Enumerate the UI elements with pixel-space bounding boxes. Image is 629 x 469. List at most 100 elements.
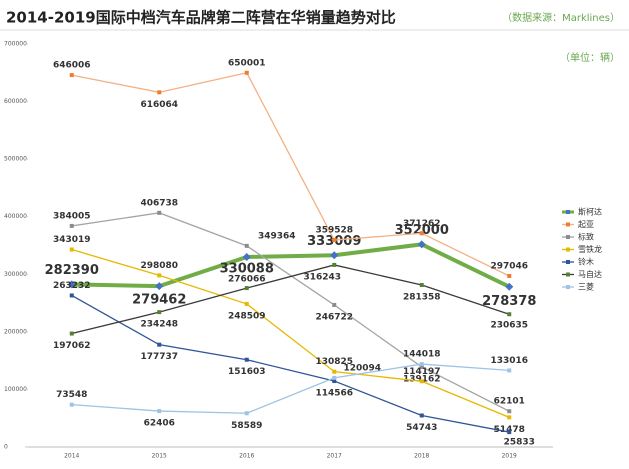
data-label: 349364	[258, 231, 296, 241]
data-label: 25833	[504, 438, 535, 448]
legend-label: 铃木	[578, 257, 594, 267]
data-label: 234248	[140, 320, 178, 330]
data-label: 151603	[228, 367, 266, 377]
data-label: 650001	[228, 58, 266, 68]
data-label: 144018	[403, 350, 441, 360]
chart-title: 2014-2019国际中档汽车品牌第二阵营在华销量趋势对比	[6, 9, 396, 27]
data-label: 384005	[53, 211, 91, 221]
marker	[155, 282, 164, 291]
marker	[419, 362, 424, 367]
series-line	[71, 264, 510, 335]
marker	[507, 430, 512, 435]
y-tick-label: 300000	[4, 271, 27, 278]
series-line	[71, 212, 510, 412]
marker	[157, 409, 162, 414]
data-label: 279462	[132, 293, 186, 308]
legend-marker	[566, 210, 570, 214]
data-label: 297046	[490, 261, 528, 271]
data-label: 58589	[231, 421, 262, 431]
data-label: 298080	[140, 261, 178, 271]
data-label: 114197	[403, 367, 441, 377]
marker	[157, 342, 162, 347]
data-label: 281358	[403, 293, 441, 303]
marker	[157, 210, 162, 215]
y-tick-label: 400000	[4, 213, 27, 220]
marker	[332, 262, 337, 267]
marker	[332, 302, 337, 307]
legend-label: 斯柯达	[578, 207, 602, 217]
data-label: 133016	[490, 356, 528, 366]
marker	[332, 379, 337, 384]
data-label: 359528	[315, 226, 353, 236]
marker	[419, 379, 424, 384]
data-label: 120094	[343, 363, 381, 373]
legend-label: 起亚	[578, 220, 594, 229]
data-label: 62406	[144, 419, 175, 429]
data-label: 282390	[45, 263, 99, 278]
y-tick-label: 100000	[4, 386, 27, 393]
marker	[69, 247, 74, 252]
x-tick-label: 2015	[152, 453, 167, 460]
series-line	[71, 363, 510, 414]
data-label: 263232	[53, 281, 91, 291]
marker	[244, 70, 249, 75]
legend-marker	[566, 272, 570, 277]
marker	[419, 231, 424, 236]
legend-marker	[566, 222, 570, 227]
y-tick-label: 600000	[4, 98, 27, 105]
data-label: 197062	[53, 341, 91, 351]
marker	[69, 402, 74, 407]
y-tick-label: 0	[4, 444, 8, 451]
series-line	[71, 294, 510, 433]
data-label: 371262	[403, 219, 441, 229]
legend-label: 马自达	[578, 269, 602, 279]
marker	[244, 286, 249, 291]
marker	[417, 240, 426, 249]
data-label: 646006	[53, 61, 91, 71]
data-label: 276066	[228, 275, 266, 285]
legend-label: 雪铁龙	[578, 244, 602, 254]
series-line	[71, 72, 510, 277]
marker	[244, 411, 249, 416]
series-line	[71, 242, 511, 289]
data-label: 248509	[228, 311, 266, 321]
x-tick-label: 2017	[327, 453, 342, 460]
legend-marker	[566, 260, 570, 264]
marker	[507, 409, 512, 414]
data-label: 73548	[56, 390, 87, 400]
marker	[69, 293, 74, 298]
source: （数据来源：Marklines）	[502, 11, 620, 24]
data-label: 114566	[315, 389, 353, 399]
legend-marker	[566, 235, 570, 239]
marker	[507, 273, 512, 278]
marker	[244, 243, 249, 248]
marker	[332, 238, 337, 243]
legend-marker	[566, 285, 570, 289]
marker	[507, 312, 512, 317]
y-tick-label: 700000	[4, 41, 27, 48]
unit: （单位：辆）	[560, 51, 620, 64]
data-label: 230635	[490, 321, 528, 331]
marker	[157, 90, 162, 95]
data-label: 177737	[140, 352, 178, 362]
data-label: 406738	[140, 198, 178, 208]
marker	[332, 375, 337, 380]
marker	[69, 73, 74, 78]
marker	[507, 368, 512, 373]
marker	[507, 415, 512, 420]
marker	[244, 357, 249, 362]
marker	[419, 413, 424, 418]
x-tick-label: 2014	[64, 453, 79, 460]
series-line	[71, 248, 510, 418]
x-tick-label: 2018	[414, 453, 429, 460]
marker	[244, 301, 249, 306]
data-label: 246722	[315, 312, 353, 322]
y-tick-label: 200000	[4, 328, 27, 335]
data-label: 62101	[494, 397, 525, 407]
legend-label: 标致	[578, 232, 594, 242]
y-tick-label: 500000	[4, 156, 27, 163]
data-label: 330088	[220, 261, 274, 276]
data-label: 54743	[406, 423, 437, 433]
x-tick-label: 2016	[239, 453, 254, 460]
